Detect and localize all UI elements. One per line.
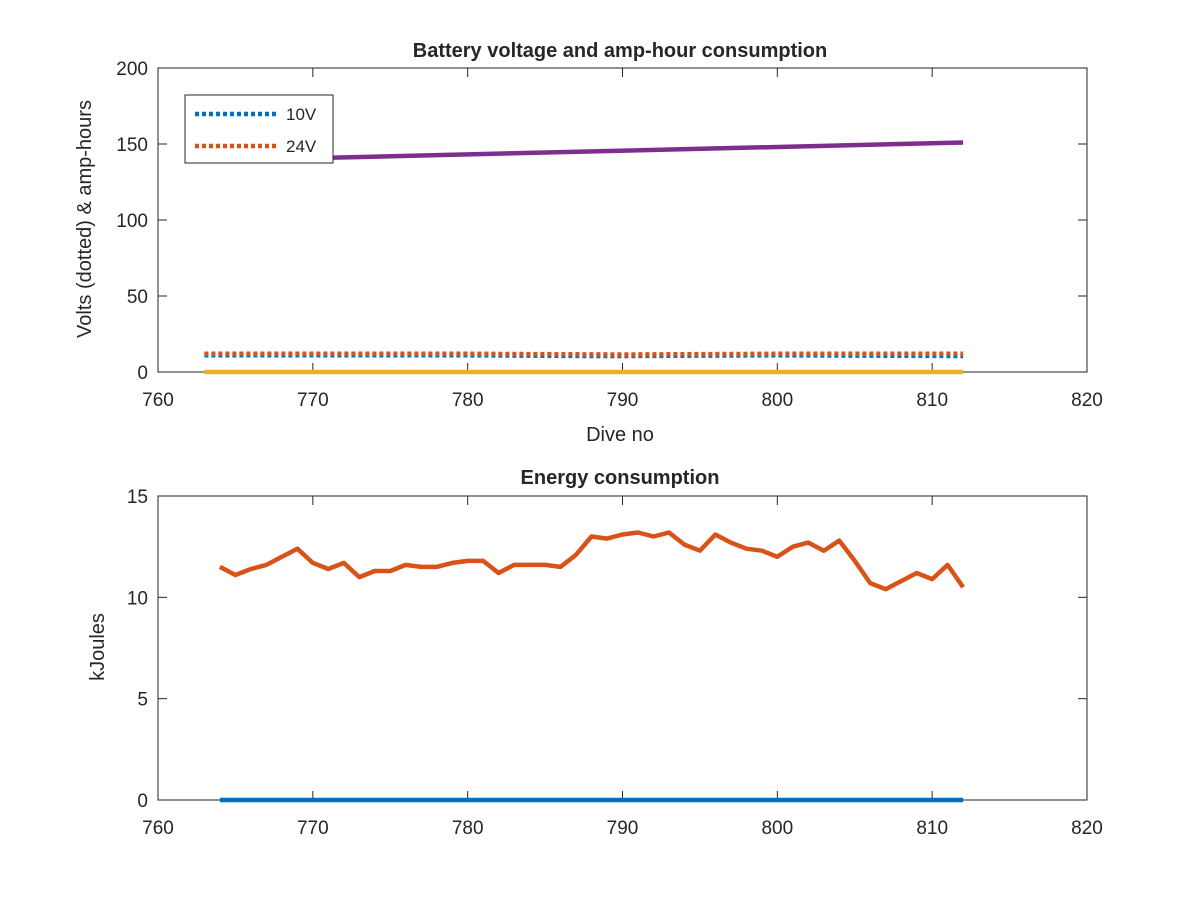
energy-ytick-label: 10 bbox=[127, 588, 148, 609]
voltage-xtick-label: 770 bbox=[297, 390, 329, 411]
voltage-ytick-label: 0 bbox=[137, 363, 148, 384]
energy-xtick-label: 780 bbox=[452, 818, 484, 839]
voltage-xtick-label: 790 bbox=[607, 390, 639, 411]
voltage-xtick-label: 820 bbox=[1071, 390, 1103, 411]
legend-box bbox=[184, 94, 334, 164]
energy-xtick-label: 810 bbox=[916, 818, 948, 839]
legend-label-1: 24V bbox=[286, 137, 317, 156]
voltage-series-line-1 bbox=[204, 351, 964, 357]
legend-label-0: 10V bbox=[286, 105, 317, 124]
energy-ytick-label: 5 bbox=[137, 690, 148, 711]
energy-xtick-label: 790 bbox=[607, 818, 639, 839]
voltage-ytick-label: 100 bbox=[116, 211, 148, 232]
energy-xtick-label: 760 bbox=[142, 818, 174, 839]
voltage-ytick-label: 200 bbox=[116, 59, 148, 80]
voltage-chart-xlabel: Dive no bbox=[586, 424, 654, 446]
energy-xtick-label: 820 bbox=[1071, 818, 1103, 839]
voltage-chart-panel: Battery voltage and amp-hour consumption… bbox=[74, 40, 1103, 446]
voltage-xtick-label: 810 bbox=[916, 390, 948, 411]
voltage-xtick-label: 760 bbox=[142, 390, 174, 411]
energy-series-line-0 bbox=[218, 530, 965, 592]
energy-xtick-label: 770 bbox=[297, 818, 329, 839]
voltage-chart-ylabel: Volts (dotted) & amp-hours bbox=[74, 100, 96, 338]
energy-xtick-label: 800 bbox=[761, 818, 793, 839]
voltage-chart-title: Battery voltage and amp-hour consumption bbox=[413, 40, 827, 62]
energy-chart-title: Energy consumption bbox=[521, 467, 720, 489]
voltage-ytick-label: 50 bbox=[127, 287, 148, 308]
energy-chart-ylabel: kJoules bbox=[87, 613, 109, 681]
energy-ytick-label: 15 bbox=[127, 487, 148, 508]
voltage-ytick-label: 150 bbox=[116, 135, 148, 156]
energy-ytick-label: 0 bbox=[137, 791, 148, 812]
voltage-xtick-label: 800 bbox=[761, 390, 793, 411]
energy-chart-panel: Energy consumption kJoules 760 770 780 790 8… bbox=[87, 467, 1103, 839]
voltage-xtick-label: 780 bbox=[452, 390, 484, 411]
